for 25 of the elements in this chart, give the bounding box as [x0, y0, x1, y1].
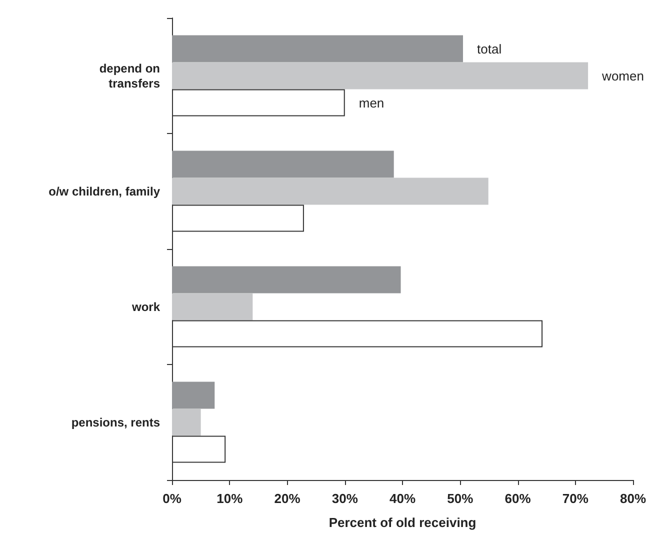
- series-label: women: [601, 68, 644, 84]
- x-tick-label: 30%: [332, 491, 358, 506]
- x-tick-label: 40%: [389, 491, 416, 506]
- y-tick-label: depend on transfers: [99, 61, 160, 90]
- bar: [172, 62, 588, 90]
- bar: [172, 408, 201, 436]
- series-label: men: [358, 95, 384, 110]
- x-tick-label: 60%: [504, 491, 532, 506]
- x-tick-label: 50%: [447, 491, 474, 506]
- series-label: total: [477, 41, 502, 56]
- bar: [172, 293, 253, 320]
- x-tick-label: 20%: [274, 491, 301, 506]
- y-tick-label: o/w children, family: [48, 184, 160, 198]
- bar: [172, 150, 394, 178]
- x-tick-label: 10%: [216, 491, 244, 506]
- x-tick-label: 0%: [162, 491, 182, 506]
- x-tick-label: 70%: [562, 491, 589, 506]
- bar: [172, 382, 215, 409]
- y-tick-label: pensions, rents: [71, 415, 160, 430]
- y-tick-label: work: [130, 300, 160, 314]
- x-tick-label: 80%: [620, 491, 646, 506]
- x-axis-title: Percent of old receiving: [328, 515, 476, 530]
- bar: [172, 35, 464, 62]
- bar: [172, 178, 488, 205]
- bar: [172, 266, 401, 294]
